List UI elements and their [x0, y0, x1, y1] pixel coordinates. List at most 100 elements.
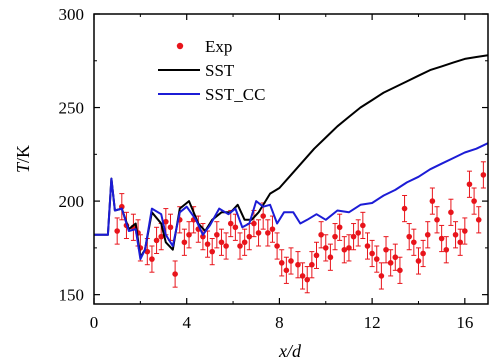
- data-point-exp: [364, 232, 371, 260]
- data-marker: [295, 261, 301, 268]
- legend-label-sst: SST: [205, 61, 235, 80]
- data-marker: [278, 260, 285, 266]
- data-marker: [114, 228, 120, 234]
- data-marker: [246, 233, 253, 240]
- data-point-exp: [227, 209, 234, 238]
- data-marker: [313, 252, 320, 259]
- data-marker: [475, 217, 482, 223]
- legend-label-exp: Exp: [205, 37, 232, 56]
- data-marker: [163, 218, 169, 225]
- data-marker: [438, 235, 445, 242]
- data-marker: [364, 243, 371, 249]
- data-point-exp: [246, 223, 253, 251]
- data-point-exp: [443, 236, 450, 264]
- y-tick-label: 200: [59, 192, 85, 211]
- data-marker: [322, 245, 329, 251]
- data-point-exp: [360, 211, 366, 240]
- data-marker: [411, 239, 417, 246]
- data-point-exp: [153, 226, 160, 254]
- data-marker: [397, 267, 403, 274]
- legend-label-sst-cc: SST_CC: [205, 85, 265, 104]
- data-marker: [181, 239, 188, 246]
- tick-marks: [93, 13, 488, 304]
- data-marker: [420, 250, 426, 257]
- data-marker: [471, 198, 477, 204]
- data-marker: [144, 248, 151, 255]
- data-point-exp: [181, 228, 188, 256]
- data-marker: [204, 241, 211, 247]
- data-marker: [443, 246, 450, 253]
- legend-entry-sst: SST: [158, 61, 235, 80]
- y-axis-label: T/K: [13, 145, 33, 173]
- data-point-exp: [309, 251, 315, 279]
- data-point-exp: [255, 219, 262, 247]
- data-point-exp: [251, 209, 257, 238]
- data-point-exp: [218, 228, 225, 256]
- y-axis-variable: T: [13, 161, 33, 173]
- data-point-exp: [223, 232, 229, 260]
- data-point-exp: [350, 223, 357, 251]
- data-marker: [387, 260, 394, 266]
- data-point-exp: [332, 223, 338, 251]
- data-point-exp: [232, 213, 239, 241]
- legend-entry-sst-cc: SST_CC: [158, 85, 265, 104]
- data-point-exp: [434, 206, 440, 234]
- data-point-exp: [387, 249, 394, 277]
- data-point-exp: [283, 256, 290, 284]
- data-point-exp: [397, 256, 403, 284]
- plot-area: [94, 54, 488, 294]
- x-tick-label: 0: [90, 313, 99, 332]
- legend-marker-exp: [176, 42, 184, 50]
- data-marker: [327, 254, 334, 261]
- data-point-exp: [278, 249, 285, 277]
- data-marker: [373, 256, 380, 262]
- legend: Exp SST SST_CC: [158, 37, 265, 104]
- data-marker: [200, 233, 206, 240]
- x-axis-label: x/d: [278, 341, 302, 361]
- data-point-exp: [346, 234, 352, 262]
- data-marker: [186, 231, 192, 238]
- data-point-exp: [163, 208, 169, 236]
- data-point-exp: [355, 219, 362, 247]
- data-marker: [336, 224, 343, 231]
- data-marker: [341, 246, 348, 253]
- data-marker: [346, 245, 352, 251]
- data-point-exp: [480, 161, 487, 189]
- data-marker: [332, 233, 338, 240]
- data-point-exp: [401, 194, 408, 223]
- data-point-exp: [114, 217, 120, 245]
- data-point-exp: [448, 198, 454, 226]
- series-line-sst: [94, 54, 488, 259]
- data-point-exp: [462, 217, 468, 245]
- data-point-exp: [475, 206, 482, 234]
- data-marker: [255, 230, 262, 236]
- data-marker: [360, 222, 366, 229]
- y-tick-label: 250: [59, 99, 85, 118]
- data-point-exp: [313, 241, 320, 269]
- data-point-exp: [369, 239, 375, 268]
- data-marker: [251, 220, 257, 227]
- x-tick-label: 8: [275, 313, 284, 332]
- data-point-exp: [411, 228, 417, 256]
- data-marker: [480, 172, 487, 178]
- data-point-exp: [119, 193, 125, 221]
- data-point-exp: [336, 213, 343, 241]
- data-marker: [269, 226, 276, 232]
- data-marker: [355, 230, 362, 236]
- data-marker: [209, 248, 215, 255]
- data-marker: [223, 243, 229, 249]
- y-axis-unit: /K: [13, 145, 33, 163]
- x-tick-label: 16: [456, 313, 473, 332]
- data-point-exp: [265, 219, 271, 247]
- data-marker: [434, 217, 440, 223]
- x-tick-label: 12: [364, 313, 381, 332]
- data-point-exp: [288, 247, 294, 275]
- data-point-exp: [237, 232, 243, 260]
- data-marker: [462, 228, 468, 234]
- data-marker: [227, 220, 234, 227]
- data-point-exp: [415, 247, 422, 275]
- data-marker: [457, 239, 463, 246]
- x-tick-label: 4: [182, 313, 191, 332]
- data-marker: [452, 231, 459, 238]
- data-marker: [304, 276, 311, 283]
